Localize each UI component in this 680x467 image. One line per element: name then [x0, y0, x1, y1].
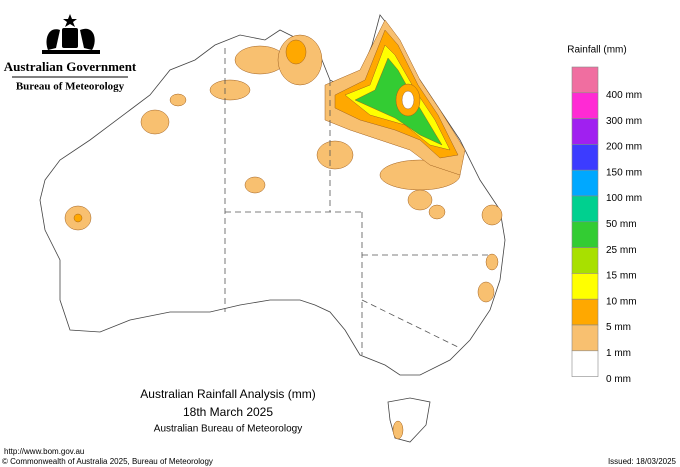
legend-label: 100 mm [606, 193, 642, 204]
map-title: Australian Rainfall Analysis (mm) [140, 387, 315, 401]
map-date: 18th March 2025 [183, 405, 273, 419]
legend-swatch [571, 66, 599, 94]
legend-swatch [571, 92, 599, 119]
map-source: Australian Bureau of Meteorology [154, 424, 302, 435]
legend-swatch [571, 324, 599, 352]
footer-url[interactable]: http://www.bom.gov.au [4, 447, 84, 456]
legend-swatch [571, 221, 599, 248]
legend-swatch [571, 144, 599, 171]
legend-swatch [571, 298, 599, 326]
map [39, 14, 506, 443]
legend-swatch [571, 118, 599, 145]
legend-swatch [571, 350, 599, 377]
legend-label: 10 mm [606, 296, 637, 307]
legend-label: 15 mm [606, 271, 637, 282]
legend-label: 1 mm [606, 348, 631, 359]
coat-of-arms [42, 14, 100, 54]
legend-label: 25 mm [606, 245, 637, 256]
legend-label: 200 mm [606, 142, 642, 153]
legend-swatch [571, 169, 599, 197]
legend-label: 5 mm [606, 322, 631, 333]
legend: 400 mm 300 mm 200 mm 150 mm 100 mm 50 mm 25 mm… [571, 66, 642, 385]
legend-swatch [571, 247, 599, 274]
legend-label: 150 mm [606, 167, 642, 178]
legend-label: 400 mm [606, 90, 642, 101]
footer-issued: Issued: 18/03/2025 [608, 457, 677, 466]
legend-label: 50 mm [606, 219, 637, 230]
footer-copyright: © Commonwealth of Australia 2025, Bureau… [2, 457, 213, 466]
header-subtitle: Bureau of Meteorology [16, 81, 125, 93]
legend-label: 300 mm [606, 116, 642, 127]
header-title: Australian Government [4, 59, 137, 74]
legend-label: 0 mm [606, 374, 631, 385]
legend-title: Rainfall (mm) [567, 45, 626, 56]
legend-swatch [571, 273, 599, 300]
legend-swatch [571, 195, 599, 223]
